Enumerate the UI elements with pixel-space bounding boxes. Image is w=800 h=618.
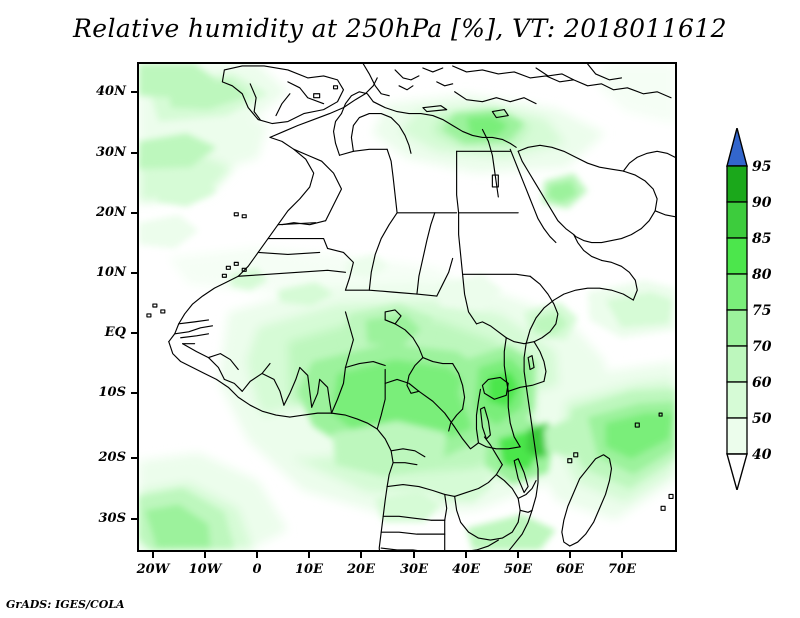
colorbar-label-85: 85 — [752, 231, 772, 247]
lat-label-20s: 20S — [98, 450, 126, 465]
colorbar-label-80: 80 — [752, 267, 772, 283]
lon-label-50e: 50E — [504, 562, 532, 577]
lat-tick — [131, 392, 137, 394]
colorbar-label-70: 70 — [752, 339, 772, 355]
lon-label-30e: 30E — [400, 562, 428, 577]
humidity-map — [139, 64, 675, 550]
lat-label-30n: 30N — [96, 145, 126, 160]
lon-label-20e: 20E — [347, 562, 375, 577]
lat-tick — [131, 457, 137, 459]
lon-tick — [256, 552, 258, 558]
lat-tick — [131, 518, 137, 520]
colorbar-label-50: 50 — [752, 411, 772, 427]
lon-tick — [621, 552, 623, 558]
lon-label-0: 0 — [252, 562, 262, 577]
lat-label-10n: 10N — [96, 265, 126, 280]
attribution-footer: GrADS: IGES/COLA — [6, 598, 125, 611]
lon-tick — [204, 552, 206, 558]
page-title: Relative humidity at 250hPa [%], VT: 201… — [73, 14, 727, 43]
lon-tick — [308, 552, 310, 558]
lat-label-30s: 30S — [98, 511, 126, 526]
lon-label-40e: 40E — [452, 562, 480, 577]
lat-label-40n: 40N — [96, 84, 126, 99]
lon-label-10w: 10W — [188, 562, 222, 577]
lon-tick — [413, 552, 415, 558]
map-plot-area — [137, 62, 677, 552]
lon-tick — [569, 552, 571, 558]
lat-tick — [131, 332, 137, 334]
colorbar-label-75: 75 — [752, 303, 772, 319]
colorbar — [726, 128, 750, 490]
lon-tick — [152, 552, 154, 558]
lat-tick — [131, 152, 137, 154]
lon-tick — [360, 552, 362, 558]
lat-label-20n: 20N — [96, 205, 126, 220]
lon-label-60e: 60E — [556, 562, 584, 577]
lon-label-20w: 20W — [136, 562, 170, 577]
colorbar-swatches — [726, 128, 748, 490]
lat-label-eq: EQ — [104, 325, 126, 340]
lon-tick — [465, 552, 467, 558]
lat-tick — [131, 91, 137, 93]
lon-label-70e: 70E — [608, 562, 636, 577]
colorbar-label-90: 90 — [752, 195, 772, 211]
colorbar-label-40: 40 — [752, 447, 772, 463]
lon-tick — [517, 552, 519, 558]
colorbar-label-60: 60 — [752, 375, 772, 391]
lat-tick — [131, 212, 137, 214]
coastlines-and-borders — [146, 64, 675, 550]
lon-label-10e: 10E — [295, 562, 323, 577]
humidity-shading-mid — [139, 64, 675, 550]
lat-tick — [131, 272, 137, 274]
colorbar-label-95: 95 — [752, 159, 772, 175]
lat-label-10s: 10S — [98, 385, 126, 400]
